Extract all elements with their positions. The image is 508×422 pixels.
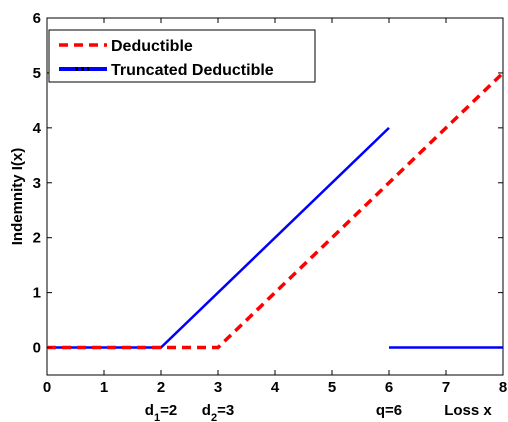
x-annotation: d1=2 <box>145 402 177 422</box>
annotations: d1=2 d2=3 q=6 <box>145 402 402 422</box>
x-tick-label: 6 <box>385 379 393 396</box>
x-axis-label: Loss x <box>444 402 492 419</box>
x-tick-label: 8 <box>499 379 507 396</box>
y-tick-label: 6 <box>33 10 41 27</box>
y-tick-label: 5 <box>33 65 41 82</box>
ticks-layer: 0 1 2 3 4 5 6 7 8 0 1 2 3 4 5 6 <box>33 10 508 396</box>
x-tick-label: 1 <box>100 379 108 396</box>
y-tick-label: 3 <box>33 175 41 192</box>
x-tick-label: 4 <box>271 379 280 396</box>
y-tick-label: 2 <box>33 230 41 247</box>
series-line-deductible <box>47 71 505 350</box>
x-tick-label: 2 <box>157 379 165 396</box>
y-tick-label: 1 <box>33 285 41 302</box>
y-tick-label: 4 <box>33 120 42 137</box>
legend-entry-label: Truncated Deductible <box>111 62 274 79</box>
series-layer <box>47 71 505 350</box>
y-axis-label: Indemnity I(x) <box>9 148 26 246</box>
y-tick-label: 0 <box>33 340 41 357</box>
x-tick-label: 3 <box>214 379 222 396</box>
legend-entry-label: Deductible <box>111 38 193 55</box>
x-annotation: q=6 <box>376 402 402 419</box>
x-tick-label: 0 <box>43 379 51 396</box>
legend: Deductible Truncated Deductible <box>48 29 316 83</box>
x-tick-label: 5 <box>328 379 336 396</box>
x-annotation: d2=3 <box>202 402 234 422</box>
x-tick-label: 7 <box>442 379 450 396</box>
legend-box <box>48 29 316 83</box>
